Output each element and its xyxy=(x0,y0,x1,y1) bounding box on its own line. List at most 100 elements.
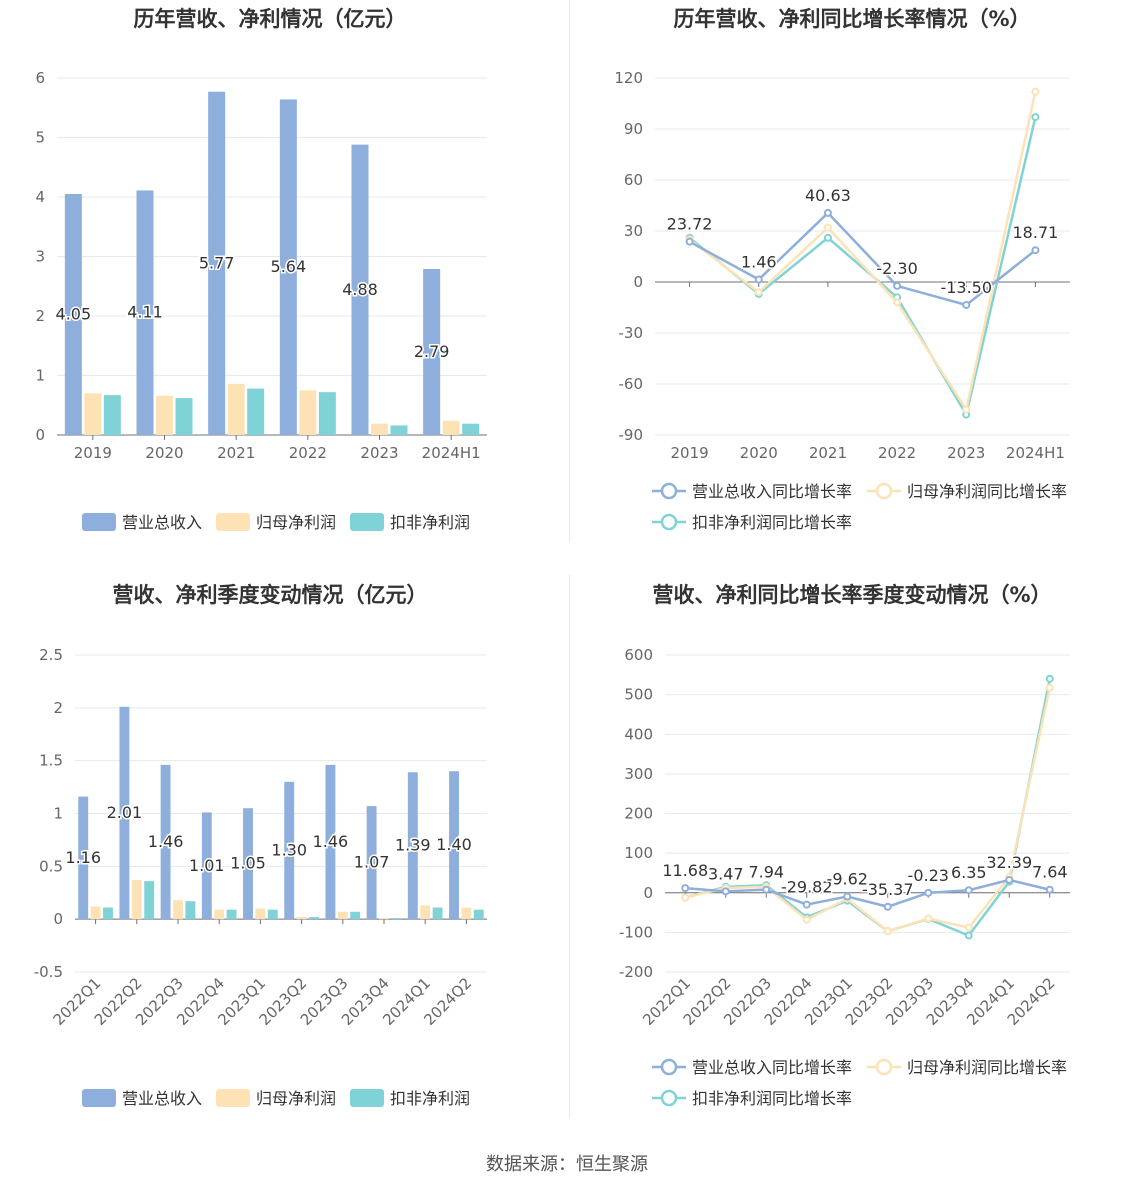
legend-label: 扣非净利润 xyxy=(390,513,470,532)
x-tick-label: 2022 xyxy=(878,444,916,462)
bar-parent-profit xyxy=(173,900,183,920)
y-tick-label: 1.5 xyxy=(39,752,63,770)
bar-revenue xyxy=(366,806,377,920)
legend-label: 归母净利润同比增长率 xyxy=(907,1058,1067,1077)
bar-data-label: 2.01 xyxy=(107,803,143,822)
data-point xyxy=(964,931,973,940)
bar-deducted-profit xyxy=(144,881,155,920)
y-tick-label: 4 xyxy=(35,188,45,206)
line-data-label: -13.50 xyxy=(940,278,992,297)
bar-deducted-profit xyxy=(103,907,113,920)
bar-parent-profit xyxy=(299,390,317,435)
legend-item[interactable]: 归母净利润同比增长率 xyxy=(867,482,1067,501)
bar-parent-profit xyxy=(420,905,431,920)
quarterly-growth-chart: 营收、净利同比增长率季度变动情况（%） -200 -100 0 100 200 300 400… xyxy=(619,583,1070,1108)
y-tick-label: 30 xyxy=(624,222,643,240)
data-point xyxy=(964,886,973,895)
data-point xyxy=(893,281,902,290)
data-point xyxy=(762,885,771,894)
line-data-label: 40.63 xyxy=(805,186,851,205)
legend-label: 营业总收入同比增长率 xyxy=(692,1058,852,1077)
y-tick-label: 0.5 xyxy=(39,857,63,875)
bar-data-label: 1.05 xyxy=(230,854,266,873)
bar-revenue xyxy=(243,808,253,920)
line-data-label: 7.64 xyxy=(1032,863,1068,882)
bar-parent-profit xyxy=(255,908,266,920)
bar-parent-profit xyxy=(337,911,348,920)
legend-item[interactable]: 扣非净利润 xyxy=(350,513,470,532)
y-tick-label: 0 xyxy=(643,884,653,902)
legend-item[interactable]: 营业总收入同比增长率 xyxy=(652,1058,852,1077)
line-data-label: -35.37 xyxy=(862,880,914,899)
panel-divider-bottom xyxy=(569,575,570,1118)
legend-item[interactable]: 扣非净利润同比增长率 xyxy=(652,513,852,532)
data-point xyxy=(685,237,694,246)
y-tick-label: 600 xyxy=(624,646,653,664)
legend-item[interactable]: 营业总收入同比增长率 xyxy=(652,482,852,501)
data-point xyxy=(962,300,971,309)
line-data-label: -9.62 xyxy=(827,870,868,889)
bar-revenue xyxy=(284,781,295,920)
legend-label: 营业总收入同比增长率 xyxy=(692,482,852,501)
data-point xyxy=(1031,246,1040,255)
data-point xyxy=(962,405,971,414)
y-tick-label: 0 xyxy=(35,426,45,444)
legend-label: 扣非净利润同比增长率 xyxy=(692,513,852,532)
data-point xyxy=(893,298,902,307)
bar-parent-profit xyxy=(227,383,245,435)
y-tick-label: 60 xyxy=(624,171,643,189)
bar-data-label: 1.40 xyxy=(436,835,472,854)
bar-data-label: 1.07 xyxy=(354,853,390,872)
y-tick-label: 1 xyxy=(53,805,63,823)
line-data-label: -0.23 xyxy=(908,866,949,885)
data-point xyxy=(883,902,892,911)
legend-label: 营业总收入 xyxy=(122,1089,202,1108)
bar-parent-profit xyxy=(90,906,101,920)
line-data-label: 23.72 xyxy=(667,215,713,234)
bar-revenue xyxy=(423,268,441,435)
legend-swatch xyxy=(216,1089,250,1107)
x-tick-label: 2023 xyxy=(360,444,398,462)
bar-data-label: 4.88 xyxy=(342,280,378,299)
bar-data-label: 1.01 xyxy=(189,856,225,875)
bar-revenue xyxy=(407,772,418,920)
legend-item[interactable]: 营业总收入 xyxy=(82,513,202,532)
series-line-0 xyxy=(688,211,1037,307)
bar-deducted-profit xyxy=(175,398,193,435)
y-tick-label: 120 xyxy=(614,69,643,87)
bar-deducted-profit xyxy=(247,388,265,435)
x-tick-label: 2021 xyxy=(809,444,847,462)
bar-revenue xyxy=(325,764,336,920)
legend-item[interactable]: 扣非净利润同比增长率 xyxy=(652,1089,852,1108)
data-point xyxy=(802,900,811,909)
legend-item[interactable]: 扣非净利润 xyxy=(350,1089,470,1108)
bar-deducted-profit xyxy=(462,423,480,435)
line-data-label: -29.82 xyxy=(781,878,833,897)
line-data-label: 1.46 xyxy=(741,253,777,272)
legend-swatch-marker xyxy=(660,1089,678,1107)
line-data-label: 7.94 xyxy=(748,863,784,882)
y-tick-label: -90 xyxy=(619,426,644,444)
legend-item[interactable]: 营业总收入 xyxy=(82,1089,202,1108)
legend-label: 归母净利润同比增长率 xyxy=(907,482,1067,501)
data-point xyxy=(1005,875,1014,884)
y-tick-label: 90 xyxy=(624,120,643,138)
legend-item[interactable]: 归母净利润 xyxy=(216,1089,336,1108)
bar-data-label: 5.77 xyxy=(199,253,235,272)
bar-deducted-profit xyxy=(350,911,361,920)
data-point xyxy=(754,288,763,297)
bar-parent-profit xyxy=(371,423,388,435)
data-point xyxy=(964,923,973,932)
series-line-1 xyxy=(688,91,1037,413)
y-tick-label: -200 xyxy=(619,963,653,981)
bar-data-label: 5.64 xyxy=(271,257,307,276)
data-point xyxy=(681,884,690,893)
x-tick-label: 2020 xyxy=(740,444,778,462)
x-tick-label: 2020 xyxy=(145,444,183,462)
bar-data-label: 1.16 xyxy=(65,848,101,867)
legend-item[interactable]: 归母净利润 xyxy=(216,513,336,532)
y-tick-label: 6 xyxy=(35,69,45,87)
data-point xyxy=(924,914,933,923)
y-tick-label: 0 xyxy=(53,910,63,928)
legend-item[interactable]: 归母净利润同比增长率 xyxy=(867,1058,1067,1077)
